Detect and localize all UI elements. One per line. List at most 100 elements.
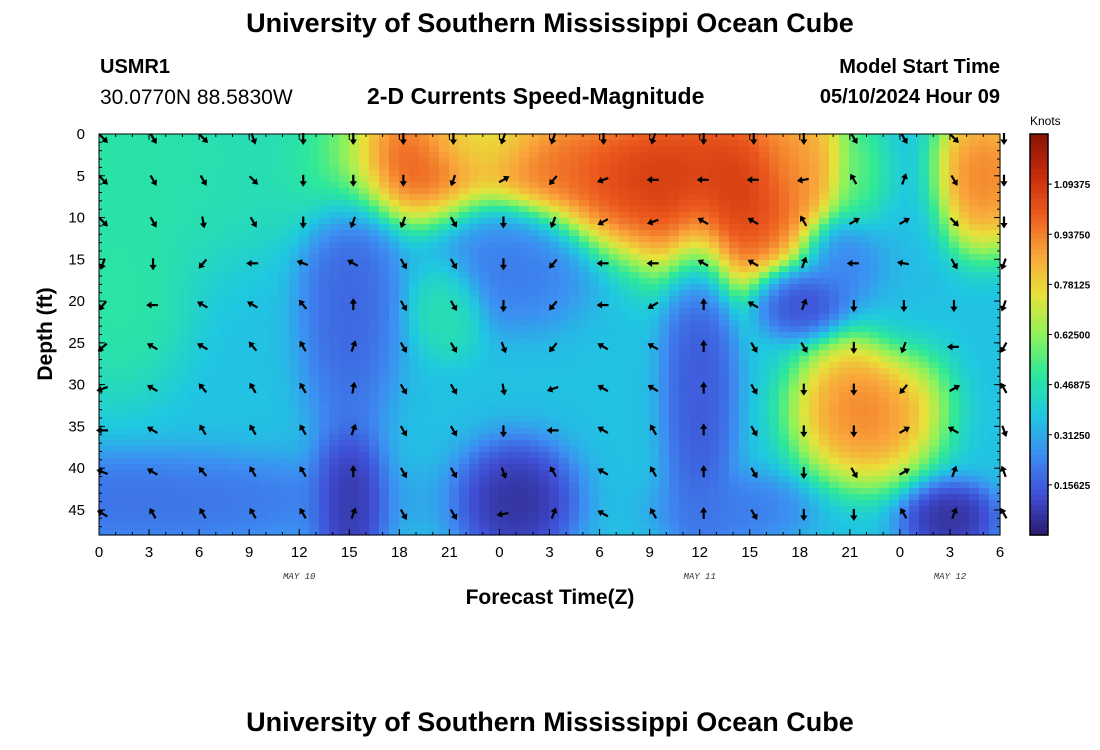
heatmap-cell <box>789 290 800 297</box>
heatmap-cell <box>209 500 220 507</box>
heatmap-cell <box>739 440 750 447</box>
heatmap-cell <box>729 290 740 297</box>
heatmap-cell <box>269 278 280 285</box>
heatmap-cell <box>189 140 200 147</box>
heatmap-cell <box>649 146 660 153</box>
heatmap-cell <box>799 200 810 207</box>
heatmap-cell <box>679 524 690 531</box>
heatmap-cell <box>659 350 670 357</box>
heatmap-cell <box>799 326 810 333</box>
heatmap-cell <box>119 368 130 375</box>
heatmap-cell <box>669 248 680 255</box>
heatmap-cell <box>419 224 430 231</box>
heatmap-cell <box>509 242 520 249</box>
heatmap-cell <box>199 326 210 333</box>
heatmap-cell <box>139 530 150 536</box>
heatmap-cell <box>789 512 800 519</box>
heatmap-cell <box>519 218 530 225</box>
heatmap-cell <box>129 320 140 327</box>
heatmap-cell <box>299 356 310 363</box>
heatmap-cell <box>409 290 420 297</box>
heatmap-cell <box>439 518 450 525</box>
heatmap-cell <box>359 140 370 147</box>
heatmap-cell <box>279 446 290 453</box>
heatmap-cell <box>149 374 160 381</box>
heatmap-cell <box>429 152 440 159</box>
heatmap-cell <box>259 230 270 237</box>
heatmap-cell <box>109 182 120 189</box>
heatmap-cell <box>599 314 610 321</box>
heatmap-cell <box>599 332 610 339</box>
heatmap-cell <box>739 134 750 141</box>
heatmap-cell <box>539 314 550 321</box>
heatmap-cell <box>419 518 430 525</box>
heatmap-cell <box>279 290 290 297</box>
heatmap-cell <box>469 398 480 405</box>
heatmap-cell <box>469 188 480 195</box>
heatmap-cell <box>329 320 340 327</box>
heatmap-cell <box>129 290 140 297</box>
heatmap-cell <box>299 194 310 201</box>
heatmap-cell <box>499 530 510 536</box>
heatmap-cell <box>679 290 690 297</box>
heatmap-cell <box>719 476 730 483</box>
heatmap-cell <box>109 242 120 249</box>
heatmap-cell <box>239 320 250 327</box>
heatmap-cell <box>819 158 830 165</box>
heatmap-cell <box>809 512 820 519</box>
heatmap-cell <box>719 488 730 495</box>
heatmap-cell <box>429 146 440 153</box>
heatmap-cell <box>289 224 300 231</box>
heatmap-cell <box>229 530 240 536</box>
heatmap-cell <box>499 188 510 195</box>
heatmap-cell <box>159 188 170 195</box>
heatmap-cell <box>309 410 320 417</box>
heatmap-cell <box>619 236 630 243</box>
heatmap-cell <box>399 296 410 303</box>
heatmap-cell <box>689 344 700 351</box>
heatmap-cell <box>109 422 120 429</box>
heatmap-cell <box>279 452 290 459</box>
heatmap-cell <box>279 350 290 357</box>
heatmap-cell <box>169 296 180 303</box>
heatmap-cell <box>729 404 740 411</box>
heatmap-cell <box>469 200 480 207</box>
heatmap-cell <box>189 224 200 231</box>
heatmap-cell <box>229 356 240 363</box>
heatmap-cell <box>629 482 640 489</box>
heatmap-cell <box>719 182 730 189</box>
heatmap-cell <box>829 278 840 285</box>
heatmap-cell <box>489 308 500 315</box>
heatmap-cell <box>229 188 240 195</box>
heatmap-cell <box>419 344 430 351</box>
heatmap-cell <box>639 200 650 207</box>
heatmap-cell <box>509 470 520 477</box>
heatmap-cell <box>389 392 400 399</box>
heatmap-cell <box>269 452 280 459</box>
heatmap-cell <box>599 482 610 489</box>
heatmap-cell <box>229 398 240 405</box>
heatmap-cell <box>339 482 350 489</box>
heatmap-cell <box>369 392 380 399</box>
heatmap-cell <box>349 170 360 177</box>
heatmap-cell <box>779 320 790 327</box>
heatmap-cell <box>609 452 620 459</box>
heatmap-cell <box>179 254 190 261</box>
heatmap-cell <box>189 440 200 447</box>
heatmap-cell <box>269 356 280 363</box>
heatmap-cell <box>719 254 730 261</box>
heatmap-cell <box>599 266 610 273</box>
heatmap-cell <box>669 284 680 291</box>
heatmap-cell <box>569 524 580 531</box>
heatmap-cell <box>269 248 280 255</box>
heatmap-cell <box>289 212 300 219</box>
heatmap-cell <box>819 212 830 219</box>
heatmap-cell <box>329 212 340 219</box>
heatmap-cell <box>239 248 250 255</box>
heatmap-cell <box>569 296 580 303</box>
heatmap-cell <box>649 284 660 291</box>
heatmap-cell <box>619 320 630 327</box>
heatmap-cell <box>309 206 320 213</box>
heatmap-cell <box>409 530 420 536</box>
heatmap-cell <box>379 446 390 453</box>
